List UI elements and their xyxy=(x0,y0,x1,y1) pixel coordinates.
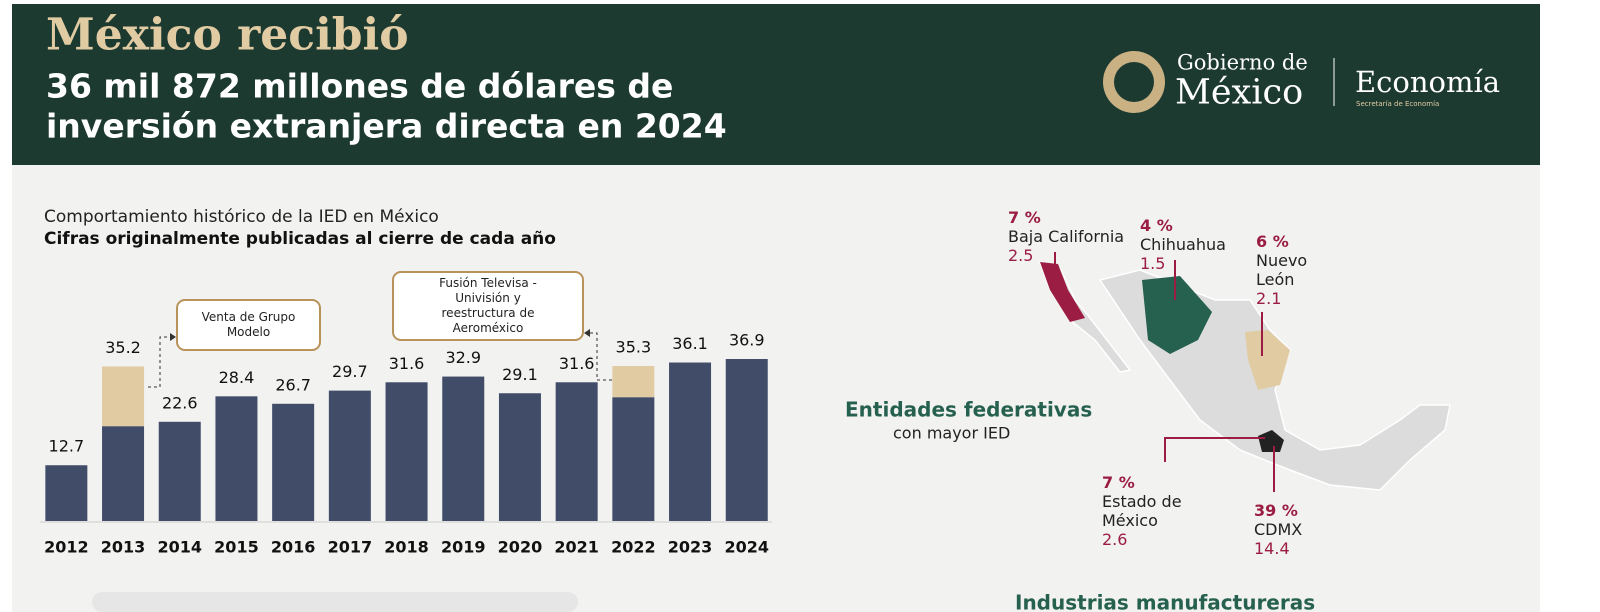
x-tick-label: 2012 xyxy=(44,538,89,557)
x-tick-label: 2013 xyxy=(101,538,146,557)
state-shape xyxy=(1040,262,1085,322)
bar xyxy=(498,393,541,521)
logo-text: Secretaría de Economía xyxy=(1356,100,1439,108)
arrow xyxy=(584,329,590,337)
val: 2.6 xyxy=(1102,530,1128,549)
x-tick-label: 2014 xyxy=(157,538,202,557)
val: 2.5 xyxy=(1008,246,1034,265)
map-title: Entidades federativas xyxy=(845,398,1092,422)
pct: 7 % xyxy=(1102,473,1135,492)
value-label: 29.1 xyxy=(502,365,538,384)
value-label: 29.7 xyxy=(332,362,368,381)
bar xyxy=(215,396,258,521)
bar xyxy=(102,366,145,427)
bar xyxy=(555,382,598,521)
value-label: 31.6 xyxy=(389,354,425,373)
pct: 39 % xyxy=(1254,501,1298,520)
header-title: México recibió xyxy=(46,10,409,61)
state-shape xyxy=(1258,430,1284,452)
x-tick-label: 2024 xyxy=(724,538,769,557)
value-label: 35.3 xyxy=(616,338,652,357)
arrow xyxy=(170,333,176,341)
x-tick-label: 2015 xyxy=(214,538,259,557)
value-label: 26.7 xyxy=(275,375,311,394)
chart-subtitle: Cifras originalmente publicadas al cierr… xyxy=(44,229,556,249)
value-label: 28.4 xyxy=(219,368,255,387)
val: 1.5 xyxy=(1140,254,1166,273)
body-bg xyxy=(12,165,1540,612)
x-tick-label: 2019 xyxy=(441,538,486,557)
chart-title: Comportamiento histórico de la IED en Mé… xyxy=(44,207,439,227)
bar xyxy=(612,397,655,521)
header-subtitle: 36 mil 872 millones de dólares de xyxy=(46,67,673,106)
name: Estado de México xyxy=(1102,492,1182,530)
map-subtitle: con mayor IED xyxy=(893,424,1010,443)
annotation-box xyxy=(392,271,584,341)
value-label: 22.6 xyxy=(162,393,198,412)
panel xyxy=(92,592,578,612)
pct: 6 % xyxy=(1256,232,1289,251)
header-subtitle: inversión extranjera directa en 2024 xyxy=(46,107,727,146)
name: Baja California xyxy=(1008,227,1125,246)
val: 14.4 xyxy=(1254,539,1290,558)
bar xyxy=(158,421,201,521)
state-shape xyxy=(1245,330,1290,390)
value-label: 32.9 xyxy=(445,348,481,367)
value-label: 36.1 xyxy=(672,334,708,353)
pointers xyxy=(1054,252,1275,492)
bar xyxy=(102,426,145,521)
x-tick-label: 2017 xyxy=(328,538,373,557)
bar xyxy=(45,465,88,521)
value-label: 36.9 xyxy=(729,331,765,350)
x-tick-label: 2018 xyxy=(384,538,429,557)
bar xyxy=(612,366,655,398)
connector xyxy=(148,336,170,388)
value-label: 12.7 xyxy=(49,437,85,456)
x-tick-label: 2016 xyxy=(271,538,316,557)
bar xyxy=(272,403,315,521)
annotation-box xyxy=(176,299,321,351)
val: 2.1 xyxy=(1256,289,1282,308)
pct: 7 % xyxy=(1008,208,1041,227)
pct: 4 % xyxy=(1140,216,1173,235)
value-label: 31.6 xyxy=(559,354,595,373)
x-tick-label: 2023 xyxy=(668,538,713,557)
annotation: Venta de Grupo Modelo xyxy=(201,310,296,339)
bar xyxy=(442,376,485,521)
name: Nuevo León xyxy=(1256,251,1308,289)
x-tick-label: 2021 xyxy=(554,538,599,557)
logo-text: Gobierno de xyxy=(1177,51,1308,75)
connector xyxy=(590,332,612,381)
section-title: Industrias manufactureras xyxy=(1015,591,1315,612)
emblem xyxy=(1114,62,1154,102)
annotation: Fusión Televisa - Univisión y reestructu… xyxy=(439,276,537,335)
x-tick-label: 2022 xyxy=(611,538,656,557)
bar xyxy=(385,382,428,521)
name: Chihuahua xyxy=(1140,235,1226,254)
x-tick-label: 2020 xyxy=(498,538,543,557)
name: CDMX xyxy=(1254,520,1303,539)
logo-text: Economía xyxy=(1355,65,1500,99)
logo-text: México xyxy=(1175,73,1303,113)
bar xyxy=(669,362,712,521)
value-label: 35.2 xyxy=(105,338,141,357)
bar xyxy=(725,359,768,521)
header-bg xyxy=(12,4,1540,165)
state-shape xyxy=(1142,276,1212,354)
bar xyxy=(328,390,371,521)
